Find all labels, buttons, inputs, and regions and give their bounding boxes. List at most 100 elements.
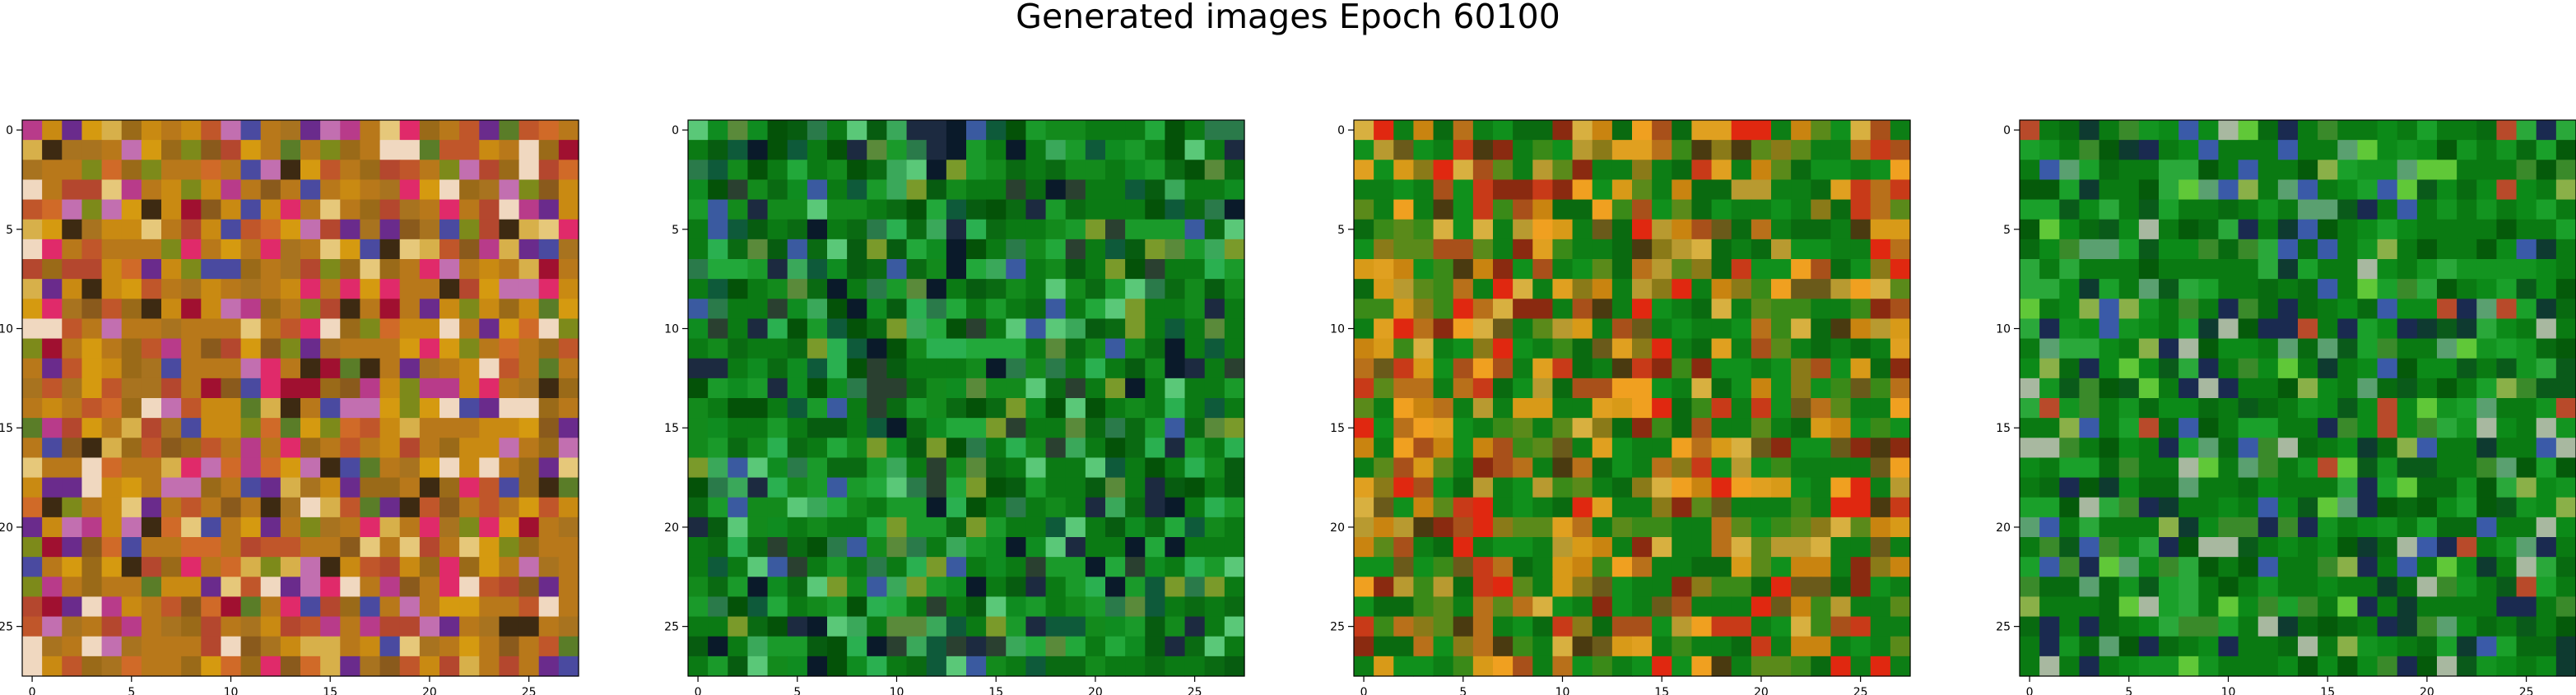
pixel-cell bbox=[22, 636, 43, 657]
figure-title: Generated images Epoch 60100 bbox=[1016, 0, 1560, 36]
pixel-cell bbox=[2457, 616, 2477, 637]
pixel-cell bbox=[767, 259, 788, 280]
pixel-cell bbox=[101, 457, 123, 479]
pixel-cell bbox=[1045, 338, 1067, 359]
pixel-cell bbox=[81, 497, 103, 518]
pixel-cell bbox=[1145, 398, 1166, 419]
pixel-cell bbox=[2318, 418, 2338, 438]
pixel-cell bbox=[1572, 577, 1593, 598]
pixel-cell bbox=[320, 338, 341, 359]
pixel-cell bbox=[62, 120, 83, 141]
pixel-cell bbox=[1711, 557, 1732, 577]
pixel-cell bbox=[1572, 418, 1593, 438]
pixel-cell bbox=[1691, 358, 1713, 379]
pixel-cell bbox=[2318, 318, 2338, 340]
pixel-cell bbox=[728, 596, 749, 618]
pixel-cell bbox=[360, 596, 381, 618]
pixel-cell bbox=[1165, 378, 1186, 399]
pixel-cell bbox=[2198, 120, 2220, 141]
pixel-cell bbox=[787, 477, 808, 498]
pixel-cell bbox=[906, 179, 928, 201]
pixel-cell bbox=[2159, 418, 2179, 438]
pixel-cell bbox=[181, 398, 202, 419]
pixel-cell bbox=[499, 438, 520, 459]
pixel-cell bbox=[1592, 596, 1613, 618]
pixel-cell bbox=[22, 160, 43, 181]
pixel-cell bbox=[62, 438, 83, 459]
pixel-cell bbox=[1672, 398, 1693, 419]
pixel-cell bbox=[1354, 457, 1374, 479]
pixel-cell bbox=[1433, 656, 1454, 677]
pixel-cell bbox=[2437, 557, 2457, 577]
pixel-cell bbox=[966, 378, 987, 399]
pixel-cell bbox=[1711, 517, 1732, 538]
pixel-cell bbox=[1611, 398, 1633, 419]
pixel-cell bbox=[161, 616, 182, 637]
pixel-cell bbox=[1393, 596, 1415, 618]
pixel-cell bbox=[42, 477, 63, 498]
pixel-cell bbox=[1552, 656, 1574, 677]
pixel-cell bbox=[986, 318, 1007, 340]
pixel-cell bbox=[518, 140, 540, 160]
pixel-cell bbox=[260, 418, 281, 438]
pixel-cell bbox=[439, 120, 460, 141]
pixel-cell bbox=[986, 219, 1007, 240]
pixel-cell bbox=[2238, 537, 2259, 558]
pixel-cell bbox=[1791, 279, 1811, 299]
pixel-cell bbox=[2476, 179, 2498, 201]
pixel-cell bbox=[807, 537, 828, 558]
pixel-cell bbox=[1433, 199, 1454, 220]
pixel-cell bbox=[986, 418, 1007, 438]
pixel-cell bbox=[2118, 537, 2140, 558]
pixel-cell bbox=[1850, 140, 1872, 160]
pixel-cell bbox=[161, 656, 182, 677]
pixel-cell bbox=[2020, 577, 2040, 598]
pixel-cell bbox=[2039, 358, 2060, 379]
pixel-cell bbox=[419, 120, 440, 141]
pixel-cell bbox=[479, 636, 500, 657]
pixel-cell bbox=[2318, 140, 2338, 160]
pixel-cell bbox=[1572, 338, 1593, 359]
pixel-cell bbox=[1632, 656, 1653, 677]
pixel-cell bbox=[2059, 378, 2081, 399]
pixel-cell bbox=[1572, 596, 1593, 618]
pixel-cell bbox=[1045, 299, 1067, 320]
pixel-cell bbox=[1850, 199, 1872, 220]
pixel-cell bbox=[1552, 616, 1574, 637]
pixel-cell bbox=[2099, 398, 2120, 419]
pixel-cell bbox=[867, 517, 888, 538]
pixel-cell bbox=[1125, 577, 1146, 598]
pixel-cell bbox=[1184, 517, 1206, 538]
pixel-cell bbox=[340, 338, 361, 359]
pixel-cell bbox=[1145, 179, 1166, 201]
pixel-cell bbox=[708, 279, 728, 299]
pixel-cell bbox=[280, 616, 301, 637]
pixel-cell bbox=[2059, 398, 2081, 419]
pixel-cell bbox=[2397, 259, 2418, 280]
pixel-cell bbox=[2020, 636, 2040, 657]
pixel-cell bbox=[1830, 299, 1852, 320]
pixel-cell bbox=[1065, 239, 1086, 260]
pixel-cell bbox=[81, 279, 103, 299]
pixel-cell bbox=[1811, 318, 1832, 340]
pixel-cell bbox=[1632, 219, 1653, 240]
pixel-cell bbox=[1025, 596, 1047, 618]
pixel-cell bbox=[2536, 497, 2557, 518]
pixel-cell bbox=[2298, 557, 2318, 577]
pixel-cell bbox=[867, 259, 888, 280]
pixel-cell bbox=[518, 517, 540, 538]
pixel-cell bbox=[260, 477, 281, 498]
pixel-cell bbox=[2476, 239, 2498, 260]
pixel-cell bbox=[42, 497, 63, 518]
pixel-cell bbox=[2357, 398, 2378, 419]
pixel-cell bbox=[1165, 438, 1186, 459]
pixel-cell bbox=[1374, 279, 1394, 299]
pixel-cell bbox=[1393, 497, 1415, 518]
pixel-cell bbox=[201, 160, 222, 181]
pixel-cell bbox=[1125, 239, 1146, 260]
pixel-cell bbox=[2457, 457, 2477, 479]
pixel-cell bbox=[1224, 656, 1245, 677]
pixel-cell bbox=[22, 577, 43, 598]
pixel-cell bbox=[747, 418, 769, 438]
pixel-cell bbox=[1085, 160, 1106, 181]
